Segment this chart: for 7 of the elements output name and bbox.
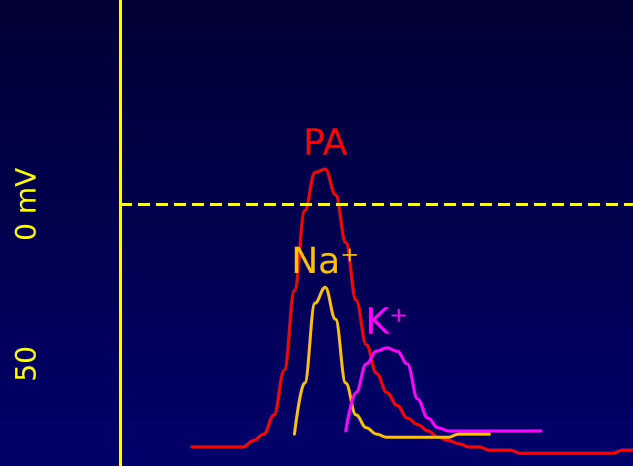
line-series [292, 286, 491, 439]
series-label: PA [303, 122, 348, 164]
y-tick-label: 0 mV [10, 168, 42, 241]
series-label: K⁺ [365, 301, 408, 342]
y-tick-label: 50 [10, 346, 42, 382]
line-series [344, 346, 542, 432]
line-series [190, 168, 633, 455]
